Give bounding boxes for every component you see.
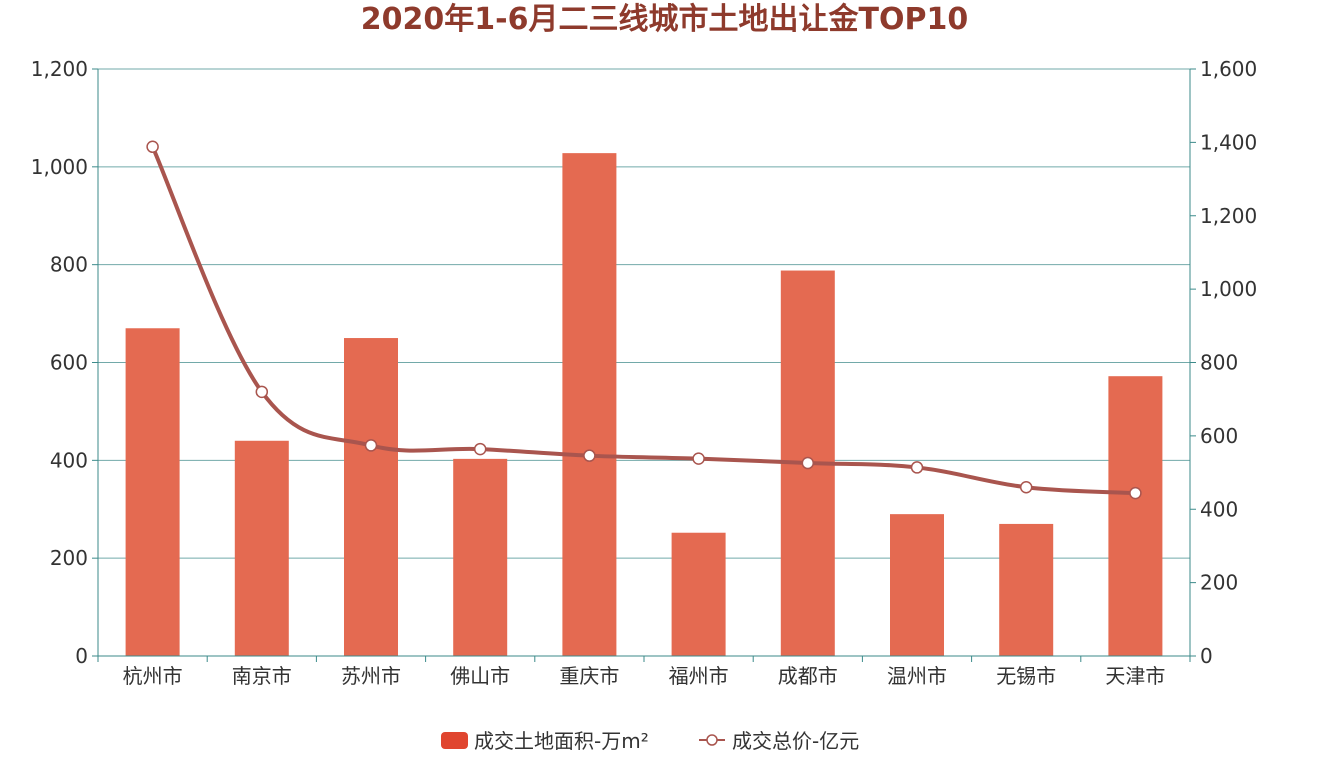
x-tick-label: 苏州市 [341,664,401,688]
y-right-tick-label: 1,000 [1200,277,1257,301]
y-right-tick-label: 600 [1200,424,1238,448]
x-tick-label: 温州市 [887,664,947,688]
line-point[interactable] [473,442,487,456]
bar[interactable] [125,328,180,656]
bar[interactable] [671,532,726,656]
bar[interactable] [890,514,944,656]
legend-bar-label[interactable]: 成交土地面积-万m² [474,729,649,753]
x-tick-label: 天津市 [1105,664,1165,688]
x-tick-label: 无锡市 [996,664,1056,688]
y-left-tick-label: 1,200 [31,57,88,81]
legend-bar-swatch [441,732,468,749]
x-tick-label: 佛山市 [450,664,510,688]
bar[interactable] [999,523,1054,656]
y-right-tick-label: 400 [1200,497,1238,521]
x-tick-label: 福州市 [669,664,729,688]
y-right-tick-label: 800 [1200,351,1238,375]
legend-line-marker [706,734,718,746]
line-point[interactable] [255,385,269,399]
line-series [146,140,1142,500]
line-point[interactable] [1019,480,1033,494]
line-path [150,145,1136,496]
bar[interactable] [1108,376,1163,656]
bar[interactable] [344,338,398,656]
y-left-tick-label: 400 [50,448,88,472]
line-point[interactable] [364,439,378,452]
y-right-tick-label: 200 [1200,571,1238,595]
bar[interactable] [453,458,508,656]
bar-series [125,153,1163,657]
x-tick-label: 重庆市 [559,664,619,688]
y-right-tick-label: 0 [1200,644,1213,668]
y-right-tick-label: 1,400 [1200,130,1257,154]
legend[interactable]: 成交土地面积-万m² 成交总价-亿元 [441,729,859,753]
x-tick-label: 杭州市 [123,664,183,688]
y-left-tick-label: 200 [50,546,88,570]
y-left-tick-label: 0 [75,644,88,668]
line-point[interactable] [146,140,159,154]
chart-title: 2020年1-6月二三线城市土地出让金TOP10 [360,2,969,37]
y-right-tick-label: 1,200 [1200,204,1257,228]
line-point[interactable] [692,452,705,465]
axes: 0 200 400 600 800 1,000 1,200 0 200 400 600 800 1,00… [31,57,1258,688]
line-point[interactable] [801,456,815,470]
y-left-tick-label: 1,000 [31,155,88,179]
bar[interactable] [234,440,289,656]
line-point[interactable] [583,449,596,462]
y-left-tick-label: 800 [50,253,88,277]
x-tick-label: 成都市 [778,664,838,688]
legend-line-label[interactable]: 成交总价-亿元 [732,729,859,753]
bar[interactable] [562,153,617,657]
x-tick-label: 南京市 [232,664,292,688]
y-right-tick-label: 1,600 [1200,57,1257,81]
y-left-tick-label: 600 [50,351,88,375]
line-point[interactable] [910,461,924,474]
line-point[interactable] [1129,486,1142,500]
